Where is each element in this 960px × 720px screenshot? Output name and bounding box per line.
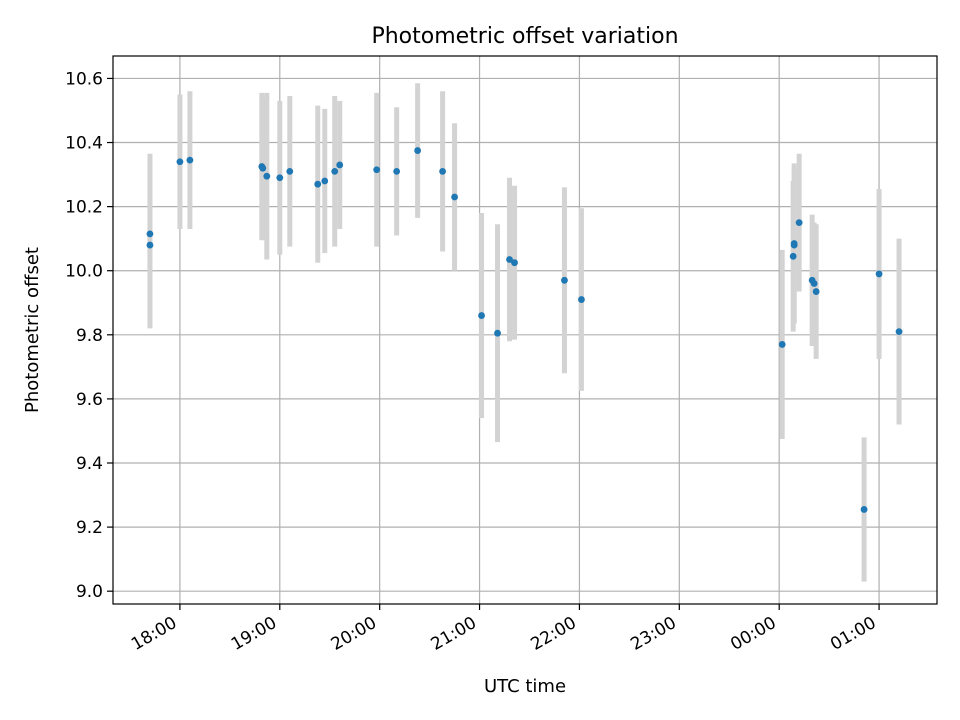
data-point — [860, 506, 868, 513]
data-point — [895, 328, 903, 336]
y-axis-label: Photometric offset — [22, 247, 43, 413]
data-points — [146, 147, 903, 513]
y-tick-label: 9.0 — [76, 582, 103, 602]
y-tick-label: 10.2 — [65, 198, 103, 218]
data-point — [263, 172, 271, 180]
y-axis-ticks: 9.0 9.2 9.4 9.6 9.8 10.0 10.2 10.4 10.6 — [65, 69, 113, 602]
y-tick-label: 9.8 — [76, 326, 103, 346]
data-point — [286, 167, 294, 175]
data-point — [259, 164, 267, 172]
y-tick-label: 9.6 — [76, 390, 103, 410]
data-point — [875, 270, 883, 278]
data-point — [812, 288, 820, 295]
y-tick-label: 10.6 — [65, 69, 103, 89]
data-point — [511, 259, 518, 267]
data-point — [795, 219, 803, 227]
x-tick-label: 00:00 — [727, 613, 779, 655]
data-point — [146, 241, 154, 249]
y-tick-label: 10.4 — [65, 134, 103, 154]
data-point — [276, 174, 284, 182]
x-axis-ticks: 18:00 19:00 20:00 21:00 22:00 23:00 00:00 01:00 — [128, 604, 880, 655]
y-tick-label: 9.4 — [76, 454, 103, 474]
x-tick-label: 01:00 — [827, 613, 879, 655]
data-point — [506, 256, 513, 263]
data-point — [778, 341, 786, 348]
data-point — [789, 252, 797, 260]
x-tick-label: 21:00 — [428, 613, 480, 655]
data-point — [146, 230, 154, 238]
data-point — [314, 180, 322, 188]
data-point — [439, 167, 446, 175]
data-point — [578, 296, 585, 303]
x-tick-label: 20:00 — [328, 613, 380, 655]
chart-title: Photometric offset variation — [371, 24, 678, 49]
data-point — [186, 156, 194, 164]
x-tick-label: 18:00 — [128, 613, 180, 655]
y-tick-label: 9.2 — [76, 518, 103, 538]
x-tick-label: 22:00 — [527, 613, 579, 655]
data-point — [373, 166, 381, 174]
data-point — [561, 276, 568, 284]
data-point — [393, 167, 401, 175]
data-point — [414, 147, 422, 154]
x-tick-label: 19:00 — [228, 613, 280, 655]
data-point — [176, 158, 184, 166]
data-point — [478, 312, 485, 319]
data-point — [321, 177, 329, 185]
y-tick-label: 10.0 — [65, 262, 103, 282]
data-point — [331, 167, 339, 175]
error-bars — [147, 83, 902, 582]
plot-frame — [112, 55, 938, 605]
x-axis-label: UTC time — [484, 676, 566, 697]
x-tick-label: 23:00 — [627, 613, 679, 655]
data-point — [336, 161, 344, 169]
data-point — [451, 193, 458, 201]
data-point — [810, 280, 818, 287]
data-point — [790, 241, 798, 249]
data-point — [494, 329, 501, 337]
